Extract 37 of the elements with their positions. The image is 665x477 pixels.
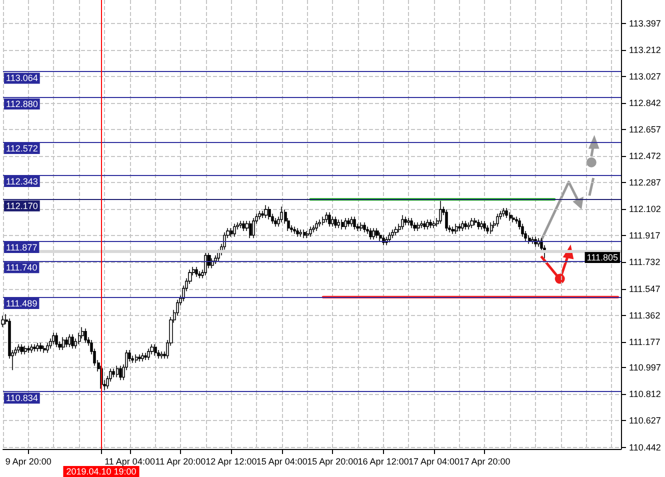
y-tick-label: 113.397 [629,18,661,28]
ref-line-label: 112.170 [6,200,38,211]
y-tick-label: 113.027 [629,71,661,82]
y-tick-label: 112.472 [629,151,661,162]
ref-line-label: 111.805 [586,252,618,263]
y-tick-label: 112.842 [629,98,661,108]
ref-line-label: 111.740 [6,262,38,273]
x-tick-label: 17 Apr 04:00 [408,456,460,466]
ref-line-label: 111.489 [6,298,38,308]
y-tick-label: 111.917 [629,230,660,241]
x-tick-label: 15 Apr 20:00 [307,456,358,466]
y-tick-label: 110.997 [629,362,661,373]
y-tick-label: 111.732 [629,257,660,268]
ref-line-label: 111.877 [6,242,38,252]
y-tick-label: 110.627 [629,416,661,426]
ref-line-label: 112.880 [6,99,38,110]
ref-line-label: 110.834 [6,393,38,404]
y-tick-label: 113.212 [629,44,661,55]
x-tick-label: 15 Apr 04:00 [256,456,308,466]
ref-line-label: 112.572 [6,144,38,154]
ref-line-label: 112.343 [6,176,38,187]
x-tick-label: 11 Apr 20:00 [155,456,206,466]
x-tick-label: 12 Apr 12:00 [206,456,257,466]
y-tick-label: 110.812 [629,389,661,400]
y-tick-label: 111.547 [629,284,660,294]
y-tick-label: 111.177 [629,336,660,347]
y-tick-label: 110.442 [629,442,661,452]
x-tick-label: 11 Apr 04:00 [104,456,155,466]
y-tick-label: 112.287 [629,178,661,188]
y-tick-label: 111.362 [629,310,660,320]
x-tick-label: 9 Apr 20:00 [5,456,52,466]
x-tick-label: 2019.04.10 19:00 [66,466,136,476]
y-tick-label: 112.102 [629,204,661,214]
x-tick-label: 17 Apr 20:00 [459,456,510,466]
y-tick-label: 112.657 [629,124,661,135]
ref-line-label: 113.064 [6,73,38,84]
x-tick-label: 16 Apr 12:00 [358,456,409,466]
